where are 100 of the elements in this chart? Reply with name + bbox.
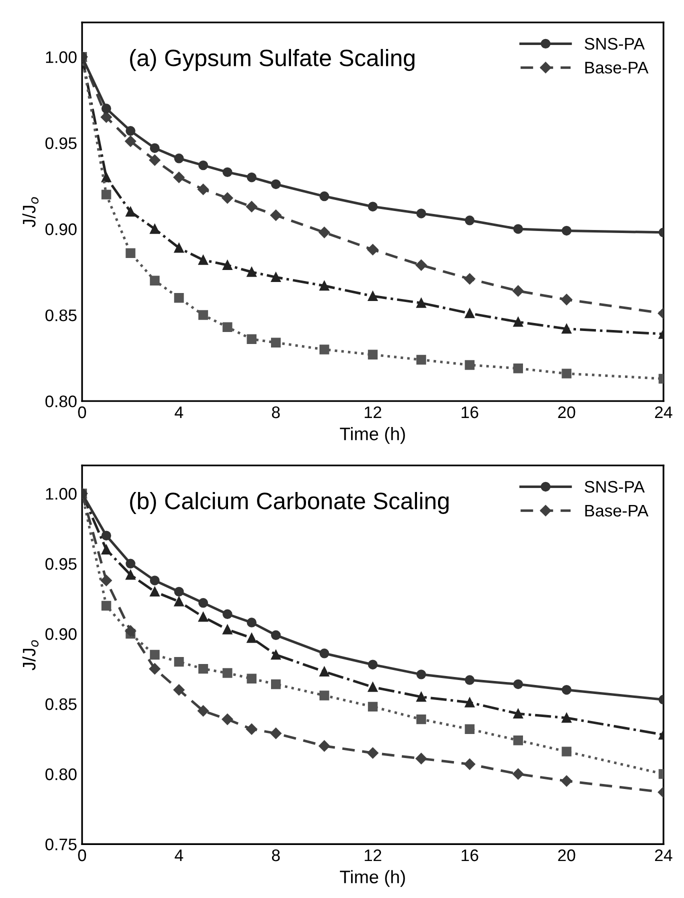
point bbox=[513, 317, 523, 327]
point bbox=[101, 190, 112, 200]
point bbox=[126, 558, 136, 568]
point bbox=[513, 364, 523, 374]
point bbox=[368, 291, 378, 301]
x-axis-title: Time (h) bbox=[340, 427, 405, 444]
x-tick-label: 16 bbox=[462, 849, 478, 862]
point bbox=[367, 747, 378, 759]
point bbox=[416, 208, 426, 218]
y-tick-label: 0.95 bbox=[45, 558, 77, 570]
point bbox=[319, 344, 330, 354]
x-axis-title: Time (h) bbox=[340, 870, 405, 887]
point bbox=[222, 714, 234, 725]
point bbox=[562, 368, 572, 378]
point bbox=[464, 360, 475, 370]
point bbox=[100, 112, 112, 123]
point bbox=[319, 666, 330, 676]
point bbox=[368, 702, 378, 712]
point bbox=[464, 758, 476, 770]
legend-label: Base-PA bbox=[585, 504, 648, 517]
y-axis-title: J/J$_{o}$ bbox=[22, 197, 39, 228]
point bbox=[174, 596, 184, 606]
x-tick-label: 4 bbox=[174, 850, 184, 862]
point bbox=[174, 243, 184, 253]
point bbox=[512, 285, 524, 297]
y-tick-label: 0.90 bbox=[45, 628, 77, 640]
point bbox=[222, 322, 232, 332]
point bbox=[416, 714, 426, 724]
legend-label: Base-PA bbox=[585, 62, 648, 74]
x-tick-label: 0 bbox=[78, 406, 86, 418]
point bbox=[319, 191, 330, 202]
point bbox=[198, 705, 209, 716]
y-tick-label: 0.85 bbox=[45, 698, 77, 710]
point bbox=[562, 226, 572, 236]
point bbox=[562, 324, 572, 334]
text: (a) Gypsum Sulfate Scaling bbox=[130, 48, 414, 71]
point bbox=[271, 272, 281, 282]
point bbox=[173, 172, 185, 183]
point bbox=[222, 668, 232, 678]
point bbox=[101, 600, 112, 611]
point bbox=[513, 708, 523, 719]
y-tick-label: 0.80 bbox=[45, 768, 77, 780]
point bbox=[222, 624, 232, 634]
point bbox=[368, 660, 378, 670]
point bbox=[150, 586, 160, 597]
point bbox=[222, 609, 232, 619]
x-tick-label: 0 bbox=[78, 849, 86, 862]
point bbox=[246, 674, 257, 684]
point bbox=[124, 625, 136, 637]
point bbox=[149, 663, 160, 674]
point bbox=[416, 260, 427, 271]
point bbox=[246, 201, 258, 212]
point bbox=[174, 586, 184, 597]
point bbox=[271, 650, 281, 660]
point bbox=[246, 724, 258, 735]
point bbox=[560, 775, 572, 787]
y-tick-label: 0.90 bbox=[45, 223, 77, 236]
y-tick-label: 0.85 bbox=[45, 309, 77, 322]
point bbox=[318, 740, 330, 752]
point bbox=[271, 679, 281, 690]
point bbox=[198, 612, 208, 622]
point bbox=[126, 248, 136, 258]
point bbox=[150, 650, 160, 660]
point bbox=[198, 664, 208, 674]
legend-label: SNS-PA bbox=[584, 38, 645, 50]
y-tick-label: 0.80 bbox=[45, 396, 77, 408]
point bbox=[126, 126, 136, 136]
point bbox=[368, 202, 378, 212]
point bbox=[562, 684, 572, 695]
point bbox=[512, 768, 524, 780]
x-tick-label: 24 bbox=[655, 406, 672, 418]
y-tick-label: 1.00 bbox=[46, 51, 77, 64]
point bbox=[246, 618, 257, 628]
point bbox=[513, 735, 523, 746]
point bbox=[198, 598, 208, 608]
x-tick-label: 12 bbox=[364, 406, 382, 418]
x-tick-label: 4 bbox=[174, 406, 184, 418]
x-tick-label: 16 bbox=[462, 406, 478, 418]
point bbox=[562, 746, 572, 756]
point bbox=[318, 226, 330, 238]
point bbox=[174, 656, 184, 667]
point bbox=[173, 684, 185, 696]
point bbox=[416, 752, 427, 764]
point bbox=[174, 292, 184, 303]
point bbox=[150, 224, 160, 234]
x-tick-label: 12 bbox=[364, 849, 382, 862]
point bbox=[464, 724, 475, 734]
point bbox=[246, 334, 257, 344]
point bbox=[271, 179, 281, 190]
y-tick-label: 0.75 bbox=[45, 838, 77, 850]
point bbox=[198, 255, 208, 265]
point bbox=[367, 244, 378, 256]
point bbox=[319, 690, 330, 700]
point bbox=[416, 670, 426, 680]
x-tick-label: 20 bbox=[558, 406, 576, 418]
point bbox=[464, 216, 475, 226]
point bbox=[150, 576, 160, 586]
point bbox=[101, 530, 112, 540]
point bbox=[174, 154, 184, 164]
point bbox=[464, 675, 475, 685]
